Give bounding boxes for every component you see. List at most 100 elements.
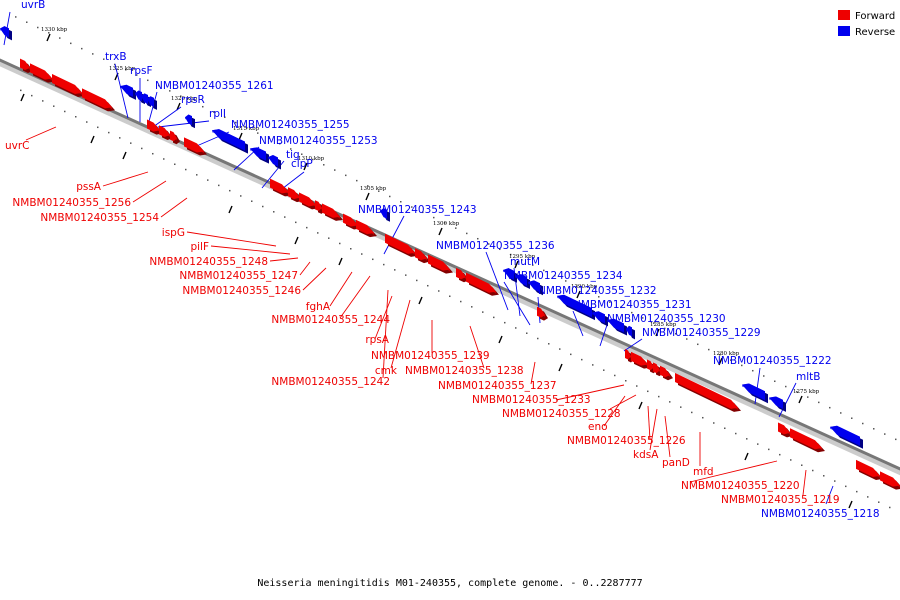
gene-highlight xyxy=(769,396,783,402)
tick-dot xyxy=(224,116,226,119)
forward-gene xyxy=(856,459,883,481)
tick-dot xyxy=(213,111,215,113)
tick-dot xyxy=(449,295,451,298)
label-leader xyxy=(157,120,210,128)
gene-highlight xyxy=(185,114,192,120)
tick-dot xyxy=(807,396,809,398)
tick-dot xyxy=(53,105,55,107)
gene-label: mfd xyxy=(693,466,714,478)
reverse-gene xyxy=(250,147,269,164)
gene-highlight xyxy=(415,248,427,261)
gene-features xyxy=(0,26,900,490)
tick-dot xyxy=(603,369,605,371)
tick-dot xyxy=(268,137,270,140)
tick-dot xyxy=(867,496,869,498)
gene-label: NMBM01240355_1238 xyxy=(405,365,524,377)
gene-highlight xyxy=(626,325,632,331)
label-leader xyxy=(530,361,536,385)
gene-highlight xyxy=(82,88,112,110)
tick-mark xyxy=(365,192,370,201)
gene-highlight xyxy=(120,84,133,90)
label-leader xyxy=(649,408,658,451)
tick-dot xyxy=(180,95,182,97)
reverse-gene xyxy=(515,274,530,289)
gene-highlight xyxy=(184,137,204,154)
gene-label: NMBM01240355_1243 xyxy=(358,204,477,216)
gene-highlight xyxy=(356,219,374,236)
gene-label: NMBM01240355_1222 xyxy=(713,355,832,367)
gene-label: kdsA xyxy=(633,449,659,461)
tick-dot xyxy=(356,179,358,182)
tick-dot xyxy=(378,190,380,192)
tick-dot xyxy=(273,211,275,213)
tick-dot xyxy=(702,416,704,419)
tick-dot xyxy=(218,184,220,187)
tick-dot xyxy=(730,359,732,361)
tick-dot xyxy=(103,58,105,60)
label-leader xyxy=(132,180,167,203)
tick-label: 1315 kbp xyxy=(233,126,260,132)
legend-reverse-swatch xyxy=(838,26,850,36)
gene-highlight xyxy=(466,272,496,294)
tick-dot xyxy=(845,485,847,488)
tick-dot xyxy=(246,127,248,129)
label-leader xyxy=(299,261,311,276)
tick-dot xyxy=(763,375,765,377)
tick-dot xyxy=(323,164,325,166)
tick-dot xyxy=(295,221,297,224)
gene-label: ispG xyxy=(162,227,185,239)
tick-dot xyxy=(889,506,891,509)
gene-highlight xyxy=(515,274,527,279)
label-leader xyxy=(825,485,834,505)
gene-label: mltB xyxy=(796,371,820,383)
reverse-gene xyxy=(503,268,517,283)
tick-dot xyxy=(394,269,396,271)
tick-mark xyxy=(90,135,95,144)
label-leader xyxy=(469,325,485,369)
legend-forward-swatch xyxy=(838,10,850,20)
gene-label: NMBM01240355_1261 xyxy=(155,80,274,92)
label-leader xyxy=(25,126,57,141)
label-leader xyxy=(390,299,411,369)
tick-mark xyxy=(303,162,308,171)
tick-mark xyxy=(46,33,51,42)
forward-gene xyxy=(660,365,673,381)
tick-dot xyxy=(147,79,149,82)
tick-dot xyxy=(202,105,204,108)
label-leader xyxy=(152,106,182,128)
reverse-gene xyxy=(380,208,390,222)
reverse-gene xyxy=(147,96,157,110)
tick-dot xyxy=(306,226,308,229)
tick-mark xyxy=(418,296,423,305)
forward-gene xyxy=(778,422,793,438)
gene-highlight xyxy=(299,192,316,208)
reverse-gene xyxy=(592,311,608,327)
tick-dot xyxy=(251,200,253,202)
gene-label: mutM xyxy=(510,256,540,268)
tick-dot xyxy=(768,448,770,451)
tick-dot xyxy=(301,153,303,155)
tick-dot xyxy=(59,37,61,39)
label-leader xyxy=(339,275,371,319)
genome-backbone xyxy=(0,58,900,476)
forward-gene xyxy=(184,137,207,156)
forward-gene xyxy=(299,192,319,210)
tick-dot xyxy=(196,174,198,176)
tick-dot xyxy=(851,417,853,419)
tick-dot xyxy=(587,290,589,293)
tick-dot xyxy=(829,406,831,409)
gene-label: uvrC xyxy=(5,140,30,152)
tick-dot xyxy=(697,343,699,346)
gene-highlight xyxy=(557,294,592,311)
legend-reverse: Reverse xyxy=(838,26,895,38)
tick-dot xyxy=(785,385,787,388)
tick-dot xyxy=(664,327,666,330)
tick-dot xyxy=(460,300,462,303)
gene-highlight xyxy=(212,129,245,144)
backbone-line xyxy=(0,58,900,471)
gene-label: pssA xyxy=(76,181,102,193)
tick-dot xyxy=(48,32,50,34)
forward-gene xyxy=(170,130,180,145)
tick-dot xyxy=(834,480,836,482)
label-leader xyxy=(382,289,389,379)
